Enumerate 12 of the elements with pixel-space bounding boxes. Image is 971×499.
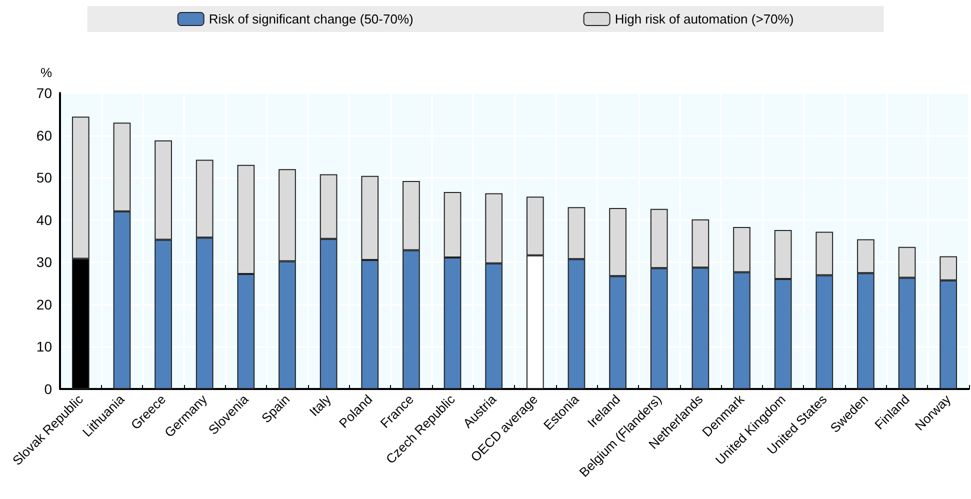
legend-label: Risk of significant change (50-70%) — [208, 12, 414, 26]
y-tick-label: 50 — [36, 170, 52, 186]
x-tick-label: Italy — [306, 391, 334, 420]
y-tick-label: 70 — [36, 85, 52, 101]
y-tick-label: 60 — [36, 127, 52, 144]
y-axis-title: % — [40, 65, 52, 80]
y-tick-label: 20 — [36, 296, 52, 312]
y-tick-label: 0 — [44, 381, 52, 397]
y-tick-label: 10 — [36, 338, 52, 355]
y-tick-label: 30 — [36, 254, 52, 270]
y-tick-label: 40 — [36, 212, 52, 228]
legend-label: High risk of automation (>70%) — [614, 12, 794, 26]
